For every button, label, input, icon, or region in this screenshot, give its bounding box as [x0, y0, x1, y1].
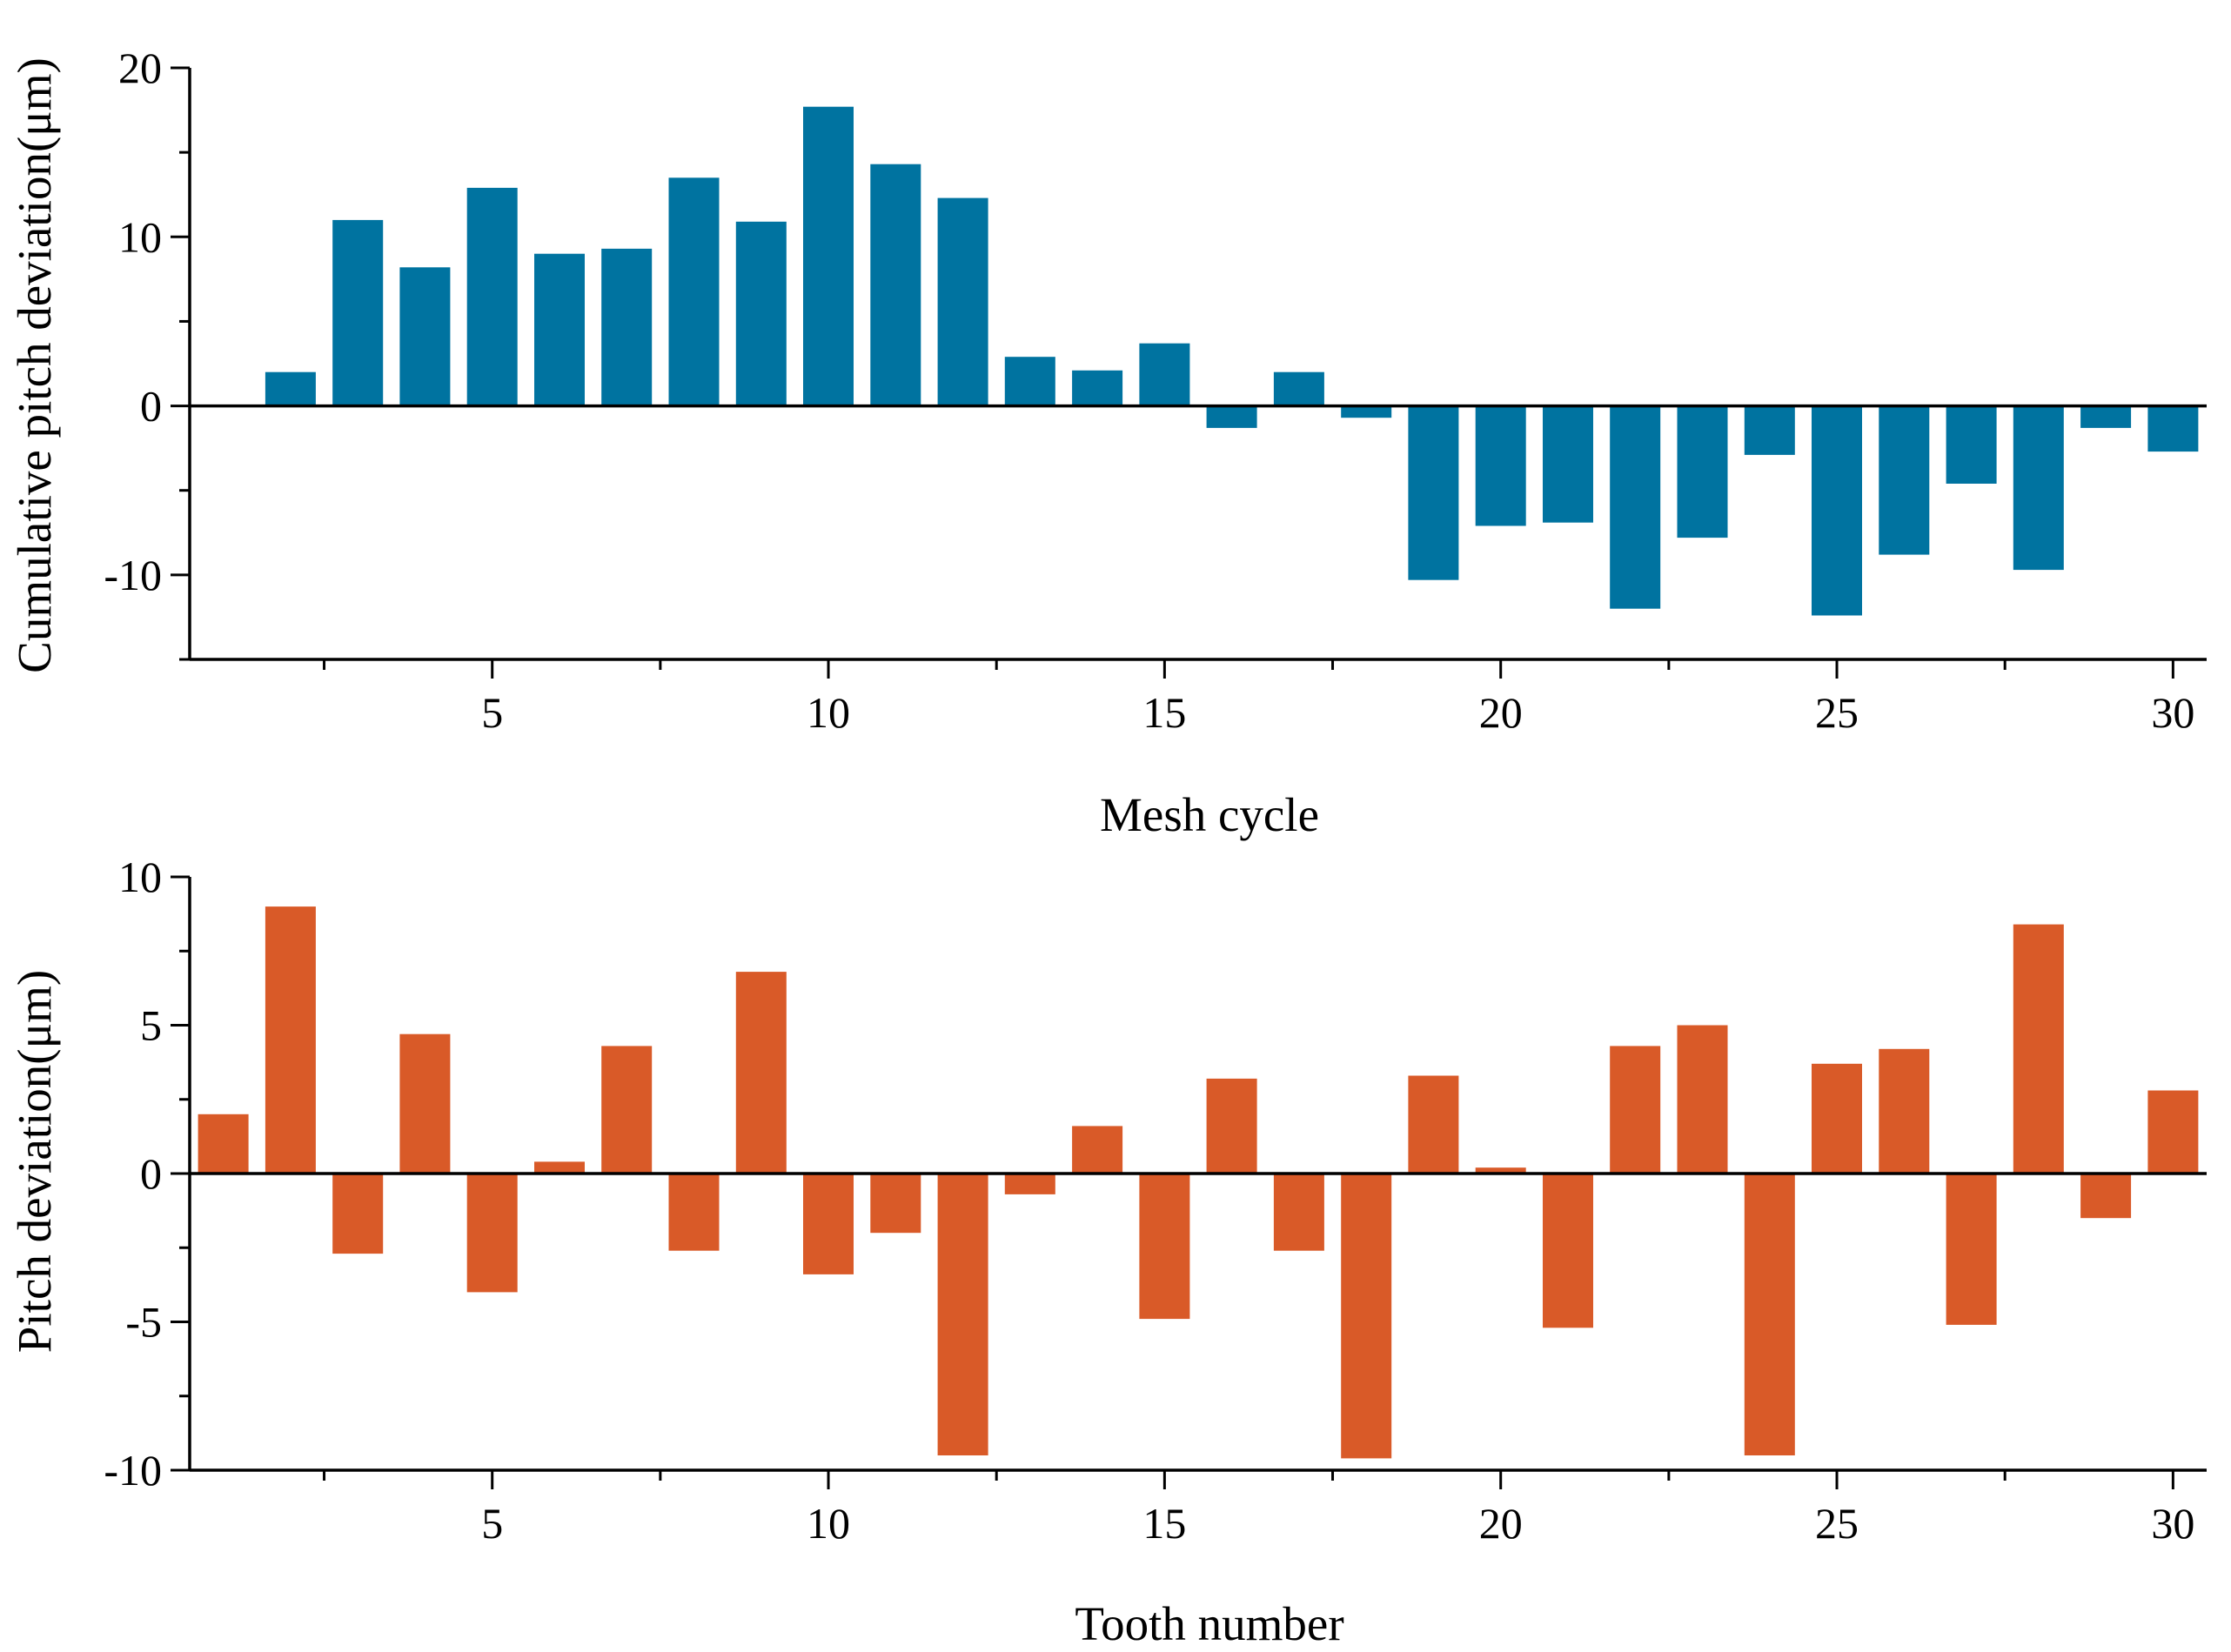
- bottom-x-axis-title: Tooth number: [1075, 1597, 1343, 1650]
- bottom-x-tick-label: 25: [1815, 1499, 1859, 1548]
- bottom-y-tick-label: -10: [104, 1446, 162, 1495]
- bottom-bar-21: [1543, 1174, 1593, 1328]
- top-bar-21: [1543, 405, 1593, 523]
- bottom-bar-19: [1408, 1075, 1459, 1174]
- top-bar-27: [1946, 405, 1997, 484]
- bottom-bar-1: [198, 1114, 249, 1174]
- bottom-bar-16: [1206, 1078, 1257, 1174]
- top-bar-16: [1206, 405, 1257, 428]
- bottom-bar-15: [1139, 1174, 1190, 1320]
- top-x-tick-label: 20: [1479, 688, 1523, 737]
- top-y-tick-label: 20: [118, 43, 162, 92]
- top-x-tick-label: 15: [1142, 688, 1186, 737]
- bottom-y-tick-label: 10: [118, 853, 162, 901]
- bottom-bar-25: [1812, 1063, 1862, 1174]
- top-bar-25: [1812, 405, 1862, 616]
- top-bar-19: [1408, 405, 1459, 580]
- bottom-bar-20: [1475, 1167, 1526, 1174]
- bottom-bar-24: [1744, 1174, 1795, 1455]
- top-x-tick-label: 5: [481, 688, 503, 737]
- top-bar-29: [2080, 405, 2132, 428]
- bottom-bar-22: [1610, 1046, 1661, 1174]
- bottom-bar-14: [1072, 1126, 1123, 1174]
- bottom-x-tick-label: 5: [481, 1499, 503, 1548]
- top-bar-12: [937, 197, 988, 406]
- top-x-axis-title: Mesh cycle: [1100, 788, 1319, 841]
- bottom-bar-26: [1879, 1048, 1930, 1174]
- top-bar-5: [466, 187, 518, 406]
- bottom-bar-27: [1946, 1174, 1997, 1325]
- top-bar-22: [1610, 405, 1661, 609]
- top-bar-30: [2147, 405, 2199, 452]
- bottom-bar-4: [399, 1033, 451, 1174]
- top-bar-8: [668, 177, 720, 406]
- bottom-x-tick-label: 20: [1479, 1499, 1523, 1548]
- top-bar-28: [2013, 405, 2064, 571]
- bottom-bar-5: [466, 1174, 518, 1293]
- bottom-bar-13: [1004, 1174, 1055, 1194]
- bottom-bar-18: [1341, 1174, 1392, 1459]
- top-bar-7: [601, 248, 653, 406]
- bottom-bar-2: [265, 906, 316, 1174]
- bottom-bar-7: [601, 1046, 653, 1174]
- top-bar-20: [1475, 405, 1526, 526]
- top-x-tick-label: 10: [807, 688, 850, 737]
- bottom-bar-29: [2080, 1174, 2132, 1219]
- top-bar-4: [399, 267, 451, 406]
- bottom-bar-23: [1677, 1025, 1728, 1174]
- top-bar-3: [332, 219, 384, 406]
- top-bar-18: [1341, 405, 1392, 418]
- bottom-bar-6: [534, 1161, 585, 1174]
- bottom-y-tick-label: 5: [140, 1001, 162, 1050]
- top-bar-14: [1072, 370, 1123, 406]
- bottom-x-tick-label: 30: [2151, 1499, 2194, 1548]
- top-bar-15: [1139, 343, 1190, 406]
- top-x-tick-label: 25: [1815, 688, 1859, 737]
- bottom-x-tick-label: 15: [1142, 1499, 1186, 1548]
- bottom-y-tick-label: 0: [140, 1149, 162, 1198]
- bottom-bar-9: [735, 972, 787, 1174]
- bottom-bar-12: [937, 1174, 988, 1455]
- bottom-bar-30: [2147, 1090, 2199, 1174]
- top-y-tick-label: -10: [104, 551, 162, 599]
- top-x-tick-label: 30: [2151, 688, 2194, 737]
- top-bar-10: [803, 106, 854, 406]
- bottom-bar-10: [803, 1174, 854, 1274]
- top-bar-13: [1004, 357, 1055, 406]
- top-bar-2: [265, 371, 316, 406]
- top-y-axis-title: Cumulative pitch deviation(μm): [8, 57, 61, 673]
- bottom-y-axis-title: Pitch deviation(μm): [8, 970, 61, 1353]
- bottom-y-tick-label: -5: [125, 1298, 162, 1347]
- top-bar-24: [1744, 405, 1795, 455]
- top-bar-11: [870, 164, 921, 406]
- bottom-x-tick-label: 10: [807, 1499, 850, 1548]
- cumulative-pitch-chart: Cumulative pitch deviation(μm) Mesh cycl…: [8, 43, 2207, 841]
- top-bar-26: [1879, 405, 1930, 555]
- top-y-tick-label: 0: [140, 382, 162, 431]
- pitch-deviation-chart: Pitch deviation(μm) Tooth number -10 -5 0 5…: [8, 853, 2207, 1650]
- bottom-bar-3: [332, 1174, 384, 1254]
- bottom-bar-11: [870, 1174, 921, 1234]
- top-bar-6: [534, 253, 585, 406]
- bottom-bar-28: [2013, 924, 2064, 1174]
- bottom-bar-8: [668, 1174, 720, 1251]
- top-y-tick-label: 10: [118, 212, 162, 261]
- top-bar-23: [1677, 405, 1728, 538]
- bottom-bar-17: [1273, 1174, 1324, 1251]
- top-bar-17: [1273, 371, 1324, 406]
- top-bar-9: [735, 221, 787, 406]
